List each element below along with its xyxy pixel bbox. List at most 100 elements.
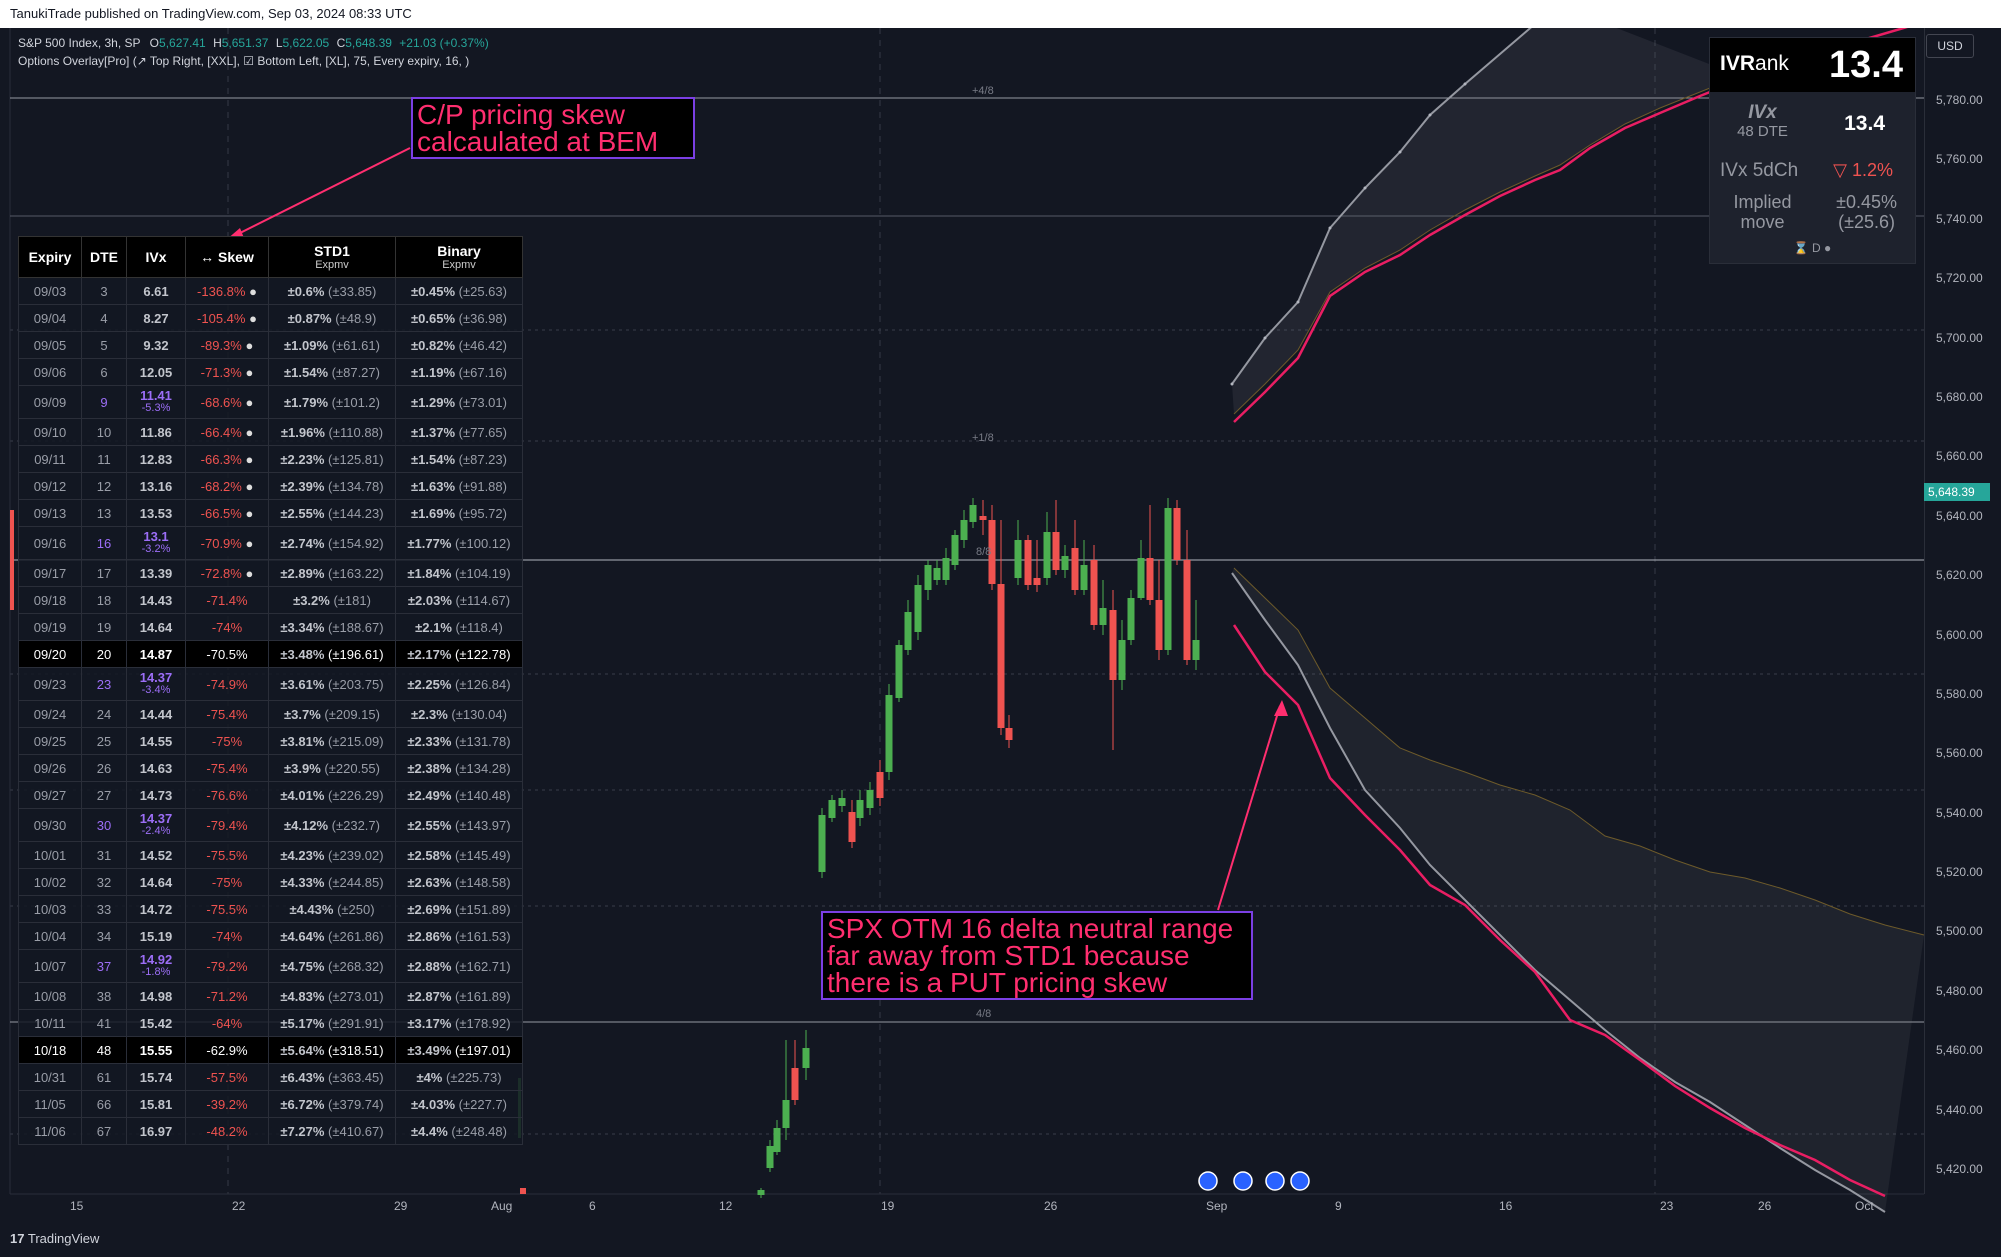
candle-body <box>895 645 903 698</box>
cell-std1: ±5.64% (±318.51) <box>268 1036 396 1064</box>
cell-binary: ±2.86% (±161.53) <box>395 922 523 950</box>
annotation-arrowhead-bottom <box>1274 700 1288 716</box>
fib-label: +1/8 <box>972 432 994 444</box>
table-row: 10/31 61 15.74 -57.5% ±6.43% (±363.45) ±4% (±… <box>18 1063 523 1091</box>
cell-dte: 10 <box>81 418 127 446</box>
footer: 17 TradingView <box>0 1220 2001 1257</box>
cell-binary: ±2.33% (±131.78) <box>395 727 523 755</box>
candle-body <box>866 790 874 808</box>
price-tick-label: 5,460.00 <box>1936 1043 1983 1058</box>
price-tick-label: 5,600.00 <box>1936 627 1983 642</box>
indicator-name[interactable]: Options Overlay[Pro] (↗ Top Right, [XXL]… <box>18 54 470 68</box>
cell-skew: -71.2% <box>185 982 269 1010</box>
tooltip-icon[interactable]: ● <box>245 364 254 380</box>
cell-dte: 67 <box>81 1117 127 1145</box>
tooltip-icon[interactable]: ● <box>245 505 254 521</box>
ohlc-low-label: L <box>275 36 283 50</box>
table-row: 09/10 10 11.86 -66.4% ● ±1.96% (±110.88) ±1.3… <box>18 418 523 446</box>
time-tick-label: 9 <box>1335 1199 1342 1213</box>
price-tick-label: 5,680.00 <box>1936 389 1983 404</box>
cell-expiry: 09/09 <box>18 385 82 419</box>
ivrank-header: IVRank 13.4 <box>1710 38 1915 92</box>
ivx-5d-change-value: ▽ 1.2% <box>1833 160 1893 180</box>
symbol-name[interactable]: S&P 500 Index, 3h, SP <box>18 36 141 50</box>
cell-skew: -70.5% <box>185 640 269 668</box>
table-row: 10/07 37 14.92 -1.8% -79.2% ±4.75% (±268.32) ±… <box>18 949 523 983</box>
candle-body <box>960 520 968 540</box>
ohlc-open: 5,627.41 <box>159 36 206 50</box>
cell-std1: ±0.6% (±33.85) <box>268 277 396 305</box>
tooltip-icon[interactable]: ● <box>249 283 257 299</box>
cell-ivx: 11.86 <box>126 418 186 446</box>
cell-ivx: 14.44 <box>126 700 186 728</box>
candle-body <box>1109 610 1117 680</box>
cell-expiry: 09/16 <box>18 526 82 560</box>
time-tick-label: 22 <box>232 1199 246 1213</box>
cell-dte: 37 <box>81 949 127 983</box>
tooltip-icon[interactable]: ● <box>245 451 254 467</box>
candle-body <box>951 535 959 565</box>
cell-skew: -71.4% <box>185 586 269 614</box>
cell-dte: 33 <box>81 895 127 923</box>
tooltip-icon[interactable]: ● <box>245 478 254 494</box>
cell-ivx: 15.74 <box>126 1063 186 1091</box>
tooltip-icon[interactable]: ● <box>245 424 254 440</box>
cell-std1: ±1.96% (±110.88) <box>268 418 396 446</box>
cell-skew: -75% <box>185 727 269 755</box>
cell-expiry: 10/03 <box>18 895 82 923</box>
cell-binary: ±1.37% (±77.65) <box>395 418 523 446</box>
price-tick-label: 5,760.00 <box>1936 152 1983 167</box>
currency-button[interactable]: USD <box>1926 34 1974 58</box>
tooltip-icon[interactable]: ● <box>245 394 254 410</box>
candle-body <box>924 565 932 590</box>
table-row: 09/09 9 11.41 -5.3% -68.6% ● ±1.79% (±101.2) ±… <box>18 385 523 419</box>
candle-body <box>942 558 950 580</box>
range-dot <box>1296 300 1300 304</box>
tooltip-icon[interactable]: ● <box>245 565 254 581</box>
cell-skew: -62.9% <box>185 1036 269 1064</box>
cell-ivx: 15.19 <box>126 922 186 950</box>
cell-ivx: 12.05 <box>126 358 186 386</box>
tooltip-icon[interactable]: ● <box>245 535 254 551</box>
col-expiry: Expiry <box>18 236 82 278</box>
cell-ivx: 14.92 -1.8% <box>126 949 186 983</box>
published-text: TanukiTrade published on TradingView.com… <box>10 6 412 21</box>
indicator-line[interactable]: Options Overlay[Pro] (↗ Top Right, [XXL]… <box>18 52 489 70</box>
candle-body <box>828 800 836 818</box>
candle-body <box>1099 608 1107 625</box>
cell-dte: 18 <box>81 586 127 614</box>
cell-std1: ±3.48% (±196.61) <box>268 640 396 668</box>
cell-skew: -136.8% ● <box>185 277 269 305</box>
price-axis[interactable]: 5,780.00 5,760.00 5,740.00 5,720.00 5,700.00… <box>1924 28 2001 1194</box>
annotation-top: C/P pricing skew calcaulated at BEM <box>411 97 695 159</box>
cell-binary: ±2.55% (±143.97) <box>395 808 523 842</box>
table-row: 09/05 5 9.32 -89.3% ● ±1.09% (±61.61) ±0.82% … <box>18 331 523 359</box>
candle-body <box>933 568 941 580</box>
cell-expiry: 09/27 <box>18 781 82 809</box>
tradingview-logo[interactable]: 17 TradingView <box>10 1231 100 1246</box>
upper-band-fill <box>1232 28 1740 414</box>
cell-skew: -70.9% ● <box>185 526 269 560</box>
cell-binary: ±2.38% (±134.28) <box>395 754 523 782</box>
time-tick-label: Sep <box>1206 1199 1228 1213</box>
cell-std1: ±4.43% (±250) <box>268 895 396 923</box>
tooltip-icon[interactable]: ● <box>249 310 257 326</box>
cell-skew: -68.2% ● <box>185 472 269 500</box>
ohlc-high-label: H <box>213 36 222 50</box>
cell-expiry: 09/18 <box>18 586 82 614</box>
cell-skew: -39.2% <box>185 1090 269 1118</box>
economic-event-flag-icon <box>1265 1171 1285 1191</box>
hourglass-icon: ⌛ D <box>1793 241 1821 255</box>
cell-binary: ±2.87% (±161.89) <box>395 982 523 1010</box>
cell-dte: 66 <box>81 1090 127 1118</box>
upper-std1-line <box>1233 75 1741 415</box>
candle-body <box>782 1100 790 1128</box>
range-dot <box>1363 186 1367 190</box>
tooltip-icon[interactable]: ● <box>245 337 254 353</box>
table-row: 10/11 41 15.42 -64% ±5.17% (±291.91) ±3.17% (… <box>18 1009 523 1037</box>
ivx-value: 13.4 <box>1844 112 1885 135</box>
candle-body <box>876 772 884 798</box>
candle-body <box>1033 578 1041 585</box>
cell-dte: 24 <box>81 700 127 728</box>
cell-binary: ±3.17% (±178.92) <box>395 1009 523 1037</box>
